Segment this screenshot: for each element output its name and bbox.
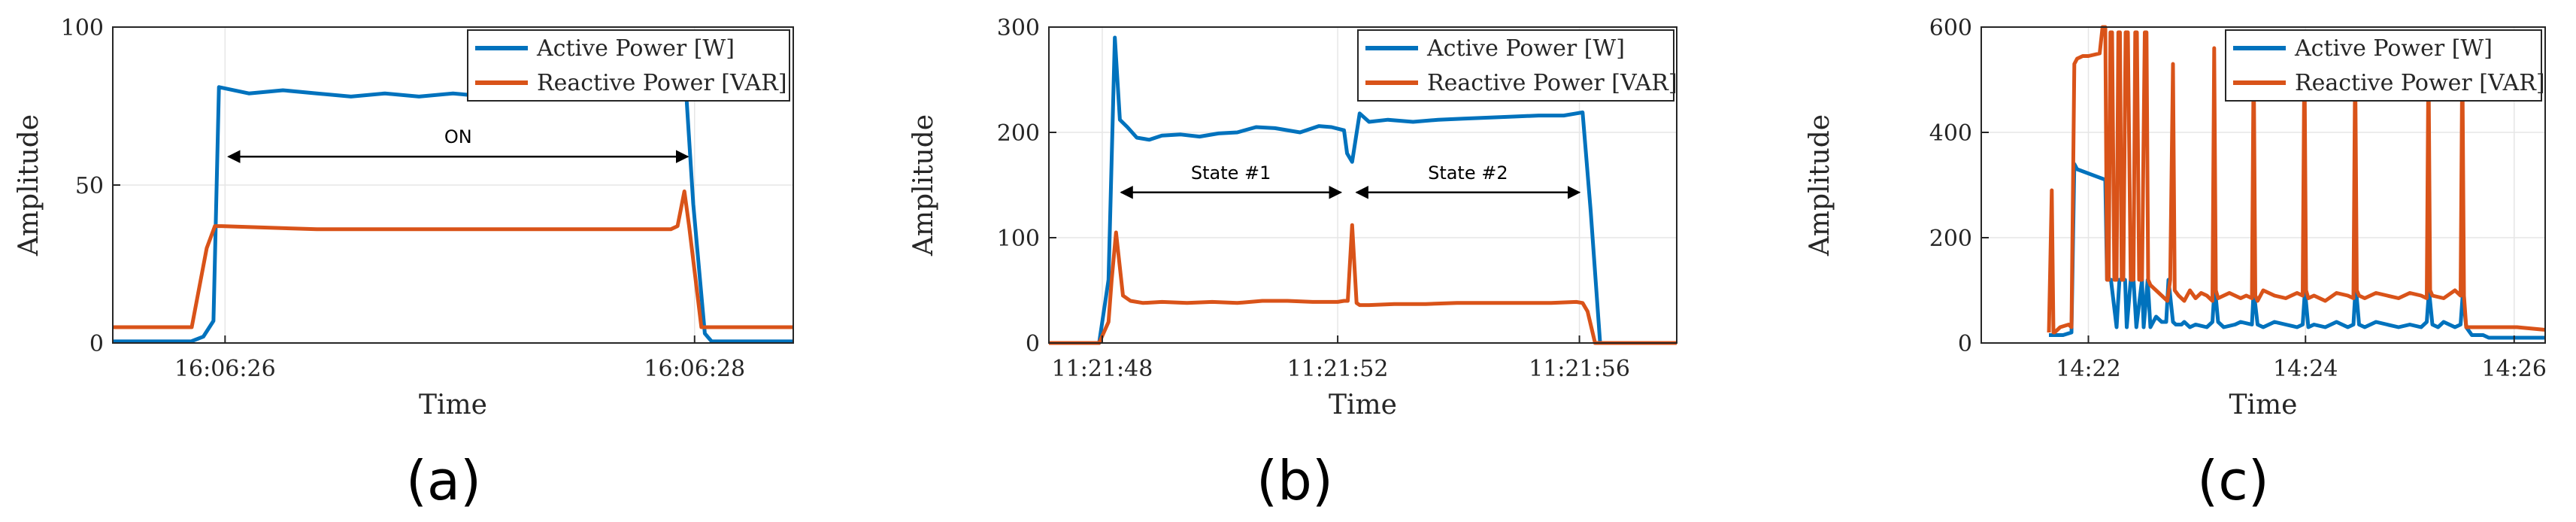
x-tick-label: 11:21:48 [1052, 356, 1153, 382]
legend-entry: Reactive Power [VAR] [537, 70, 787, 96]
panel-label: (c) [2197, 449, 2269, 512]
y-tick-label: 0 [1026, 331, 1040, 357]
x-tick-label: 16:06:26 [174, 356, 276, 382]
y-tick-label: 300 [997, 15, 1040, 41]
y-tick-label: 0 [89, 331, 104, 357]
x-tick-label: 11:21:52 [1287, 356, 1389, 382]
panel-label: (b) [1256, 449, 1333, 512]
legend-box [1357, 29, 1674, 102]
axes-box [1048, 26, 1677, 344]
y-tick-label: 200 [997, 120, 1040, 147]
y-tick-label: 50 [75, 173, 104, 199]
annotation-label: ON [444, 126, 472, 147]
annotation-label: State #1 [1191, 162, 1271, 184]
x-tick-label: 11:21:56 [1529, 356, 1630, 382]
series-line-reactive-power [113, 189, 793, 329]
legend-entry: Reactive Power [VAR] [1427, 70, 1677, 96]
panel-label: (a) [406, 449, 481, 512]
x-axis-label: Time [1329, 390, 1397, 420]
legend-entry: Active Power [W] [2294, 35, 2493, 62]
legend-entry: Active Power [W] [1426, 35, 1625, 62]
chart-b: 0 100 200 300 11:21:48 11:21:52 11:21:56 Time Am… [908, 15, 1677, 512]
y-axis-label: Amplitude [1805, 114, 1835, 256]
x-tick-label: 16:06:28 [644, 356, 745, 382]
y-tick-label: 0 [1958, 331, 1972, 357]
series-line-active-power [1049, 35, 1677, 345]
legend: Active Power [W] Reactive Power [VAR] [2225, 29, 2545, 102]
axes-box [1980, 26, 2546, 344]
series-line-active-power [2049, 162, 2545, 340]
x-tick-label: 14:26 [2482, 356, 2547, 382]
y-tick-label: 200 [1929, 226, 1972, 252]
legend-box [467, 29, 790, 102]
y-axis-label: Amplitude [908, 114, 939, 256]
x-tick-label: 14:22 [2056, 356, 2120, 382]
y-tick-label: 100 [61, 15, 104, 41]
y-tick-label: 100 [997, 226, 1040, 252]
chart-a: 0 50 100 16:06:26 16:06:28 Time Amplitude ON Act… [14, 15, 794, 512]
x-axis-label: Time [419, 390, 487, 420]
y-tick-label: 400 [1929, 120, 1972, 147]
x-tick-label: 14:24 [2273, 356, 2338, 382]
series-line-reactive-power [1049, 223, 1677, 345]
legend: Active Power [W] Reactive Power [VAR] [1357, 29, 1677, 102]
chart-c: 0 200 400 600 14:22 14:24 14:26 Time Amplitude Ac… [1805, 15, 2547, 512]
y-axis-label: Amplitude [14, 114, 44, 256]
legend-box [2225, 29, 2542, 102]
annotation-label: State #2 [1428, 162, 1508, 184]
series-line-reactive-power [2047, 25, 2546, 335]
legend: Active Power [W] Reactive Power [VAR] [467, 29, 790, 102]
legend-entry: Reactive Power [VAR] [2295, 70, 2545, 96]
x-axis-label: Time [2229, 390, 2298, 420]
legend-entry: Active Power [W] [536, 35, 735, 62]
y-tick-label: 600 [1929, 15, 1972, 41]
